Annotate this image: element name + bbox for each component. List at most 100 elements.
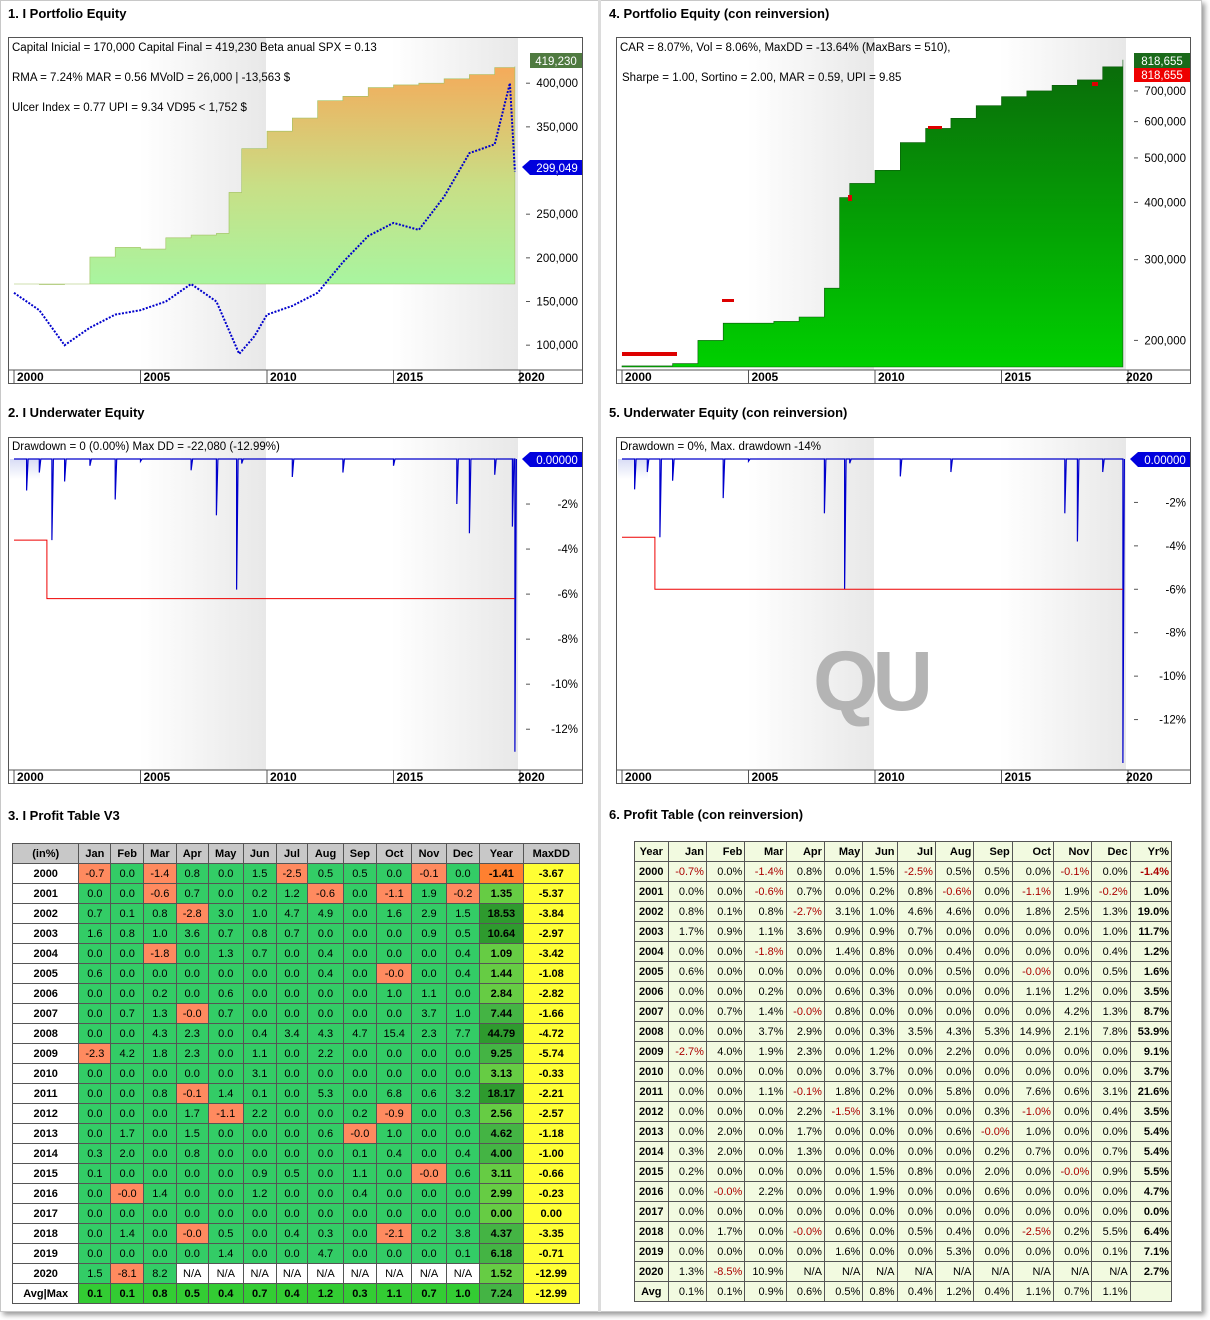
table-cell: 19.0% [1129,901,1173,922]
table-cell: 0.0 [175,1063,209,1084]
table-cell: 0.5% [896,1221,936,1242]
row-label: 2017 [11,1203,80,1224]
table-cell: 0.5 [445,923,481,944]
table-cell: 0.0 [342,1063,378,1084]
table-cell: 0.0 [342,1043,378,1064]
stats-line-1: Capital Inicial = 170,000 Capital Final … [12,42,377,54]
table-cell: 0.0 [275,1143,309,1164]
column-header: May [207,843,244,864]
table-cell: 2.3 [175,1043,209,1064]
table-cell: 0.0% [1052,1121,1093,1142]
table-cell: 0.0% [1129,1201,1173,1222]
column-header: Jan [78,843,112,864]
table-cell: 0.3 [78,1143,112,1164]
table-cell: 0.0% [896,1061,936,1082]
drawdown-red-marks [622,82,1098,356]
row-label: 2019 [634,1241,669,1262]
table-cell: 0.0 [110,1243,145,1264]
table-cell: 0.4 [376,1143,413,1164]
table-cell: 7.6% [1011,1081,1054,1102]
table-row: 2013 0.0 1.7 0.0 1.5 0.0 0.0 0.0 0.6 -0.0 1.0 0.0 0.… [11,1123,581,1144]
row-label: 2012 [634,1101,669,1122]
chart-2-shade [10,459,40,479]
table-cell: 0.0 [342,1223,378,1244]
table-cell: 0.0% [823,861,864,882]
table-cell: 53.9% [1129,1021,1173,1042]
table-cell: -1.00 [522,1143,581,1164]
table-row: 2016 0.0 -0.0 1.4 0.0 0.0 1.2 0.0 0.0 0.4 0.0 0.0 0.… [11,1183,581,1204]
table-cell: 0.0 [78,983,112,1004]
table-cell: 0.0 [175,983,209,1004]
table-cell: 0.0% [973,1001,1013,1022]
table-cell: 0.0 [307,1003,344,1024]
chart-4-y-ticks: 700,000 600,000 500,000 400,000 300,000 200,0… [1134,86,1186,347]
y-tick-label: 700,000 [1144,86,1186,98]
table-cell: 0.0 [307,1063,344,1084]
table-cell: 0.0% [896,941,936,962]
table-row: 2017 0.0 0.0 0.0 0.0 0.0 0.0 0.0 0.0 0.0 0.0 0.0 0.0… [11,1203,581,1224]
table-row: 2011 0.0% 0.0% 1.1% -0.1% 1.8% 0.2% 0.0% 5.8% 0.0… [634,1081,1173,1102]
table-cell: 1.09 [479,943,524,964]
table-cell: 0.0 [275,983,309,1004]
table-cell: -0.1% [785,1081,825,1102]
table-cell: 0.0 [307,1103,344,1124]
table-cell: 0.0 [275,1243,309,1264]
table-cell: 0.7% [1011,1141,1054,1162]
table-cell: 0.6 [207,983,244,1004]
table-cell: 0.0 [143,1063,177,1084]
table-cell: 0.0% [1011,1161,1054,1182]
table-cell: 0.3 [342,1283,378,1304]
table-cell: -2.97 [522,923,581,944]
table-cell: 0.0% [823,1161,864,1182]
table-cell: 0.3 [307,1223,344,1244]
table-cell: 0.6 [78,963,112,984]
table-cell: 5.4% [1129,1141,1173,1162]
table-cell: 10.9% [744,1261,787,1282]
table-cell: 2.3 [175,1023,209,1044]
column-header: Jun [242,843,277,864]
table-cell: 0.0% [934,981,975,1002]
table-cell: -2.57 [522,1103,581,1124]
table-header-row: Year Jan Feb Mar Apr May Jun Jul Aug Sep Oct Nov Dec… [634,841,1173,862]
equity-reinv-area [621,59,1124,368]
table-cell: 2.9% [785,1021,825,1042]
table-cell: 0.0% [705,1101,746,1122]
table-cell: 1.6% [1129,961,1173,982]
table-cell: 1.9% [744,1041,787,1062]
table-cell: 7.24 [479,1283,524,1304]
table-cell: 0.0% [705,1061,746,1082]
table-cell: 0.8 [175,1143,209,1164]
column-header: Jan [667,841,707,862]
table-cell: -1.8 [143,943,177,964]
x-tick-label: 2010 [270,770,297,784]
table-cell: 0.0% [934,1001,975,1022]
table-cell: 0.0 [307,1203,344,1224]
table-cell: -1.1 [207,1103,244,1124]
table-cell: 1.6% [823,1241,864,1262]
table-cell: 0.7 [78,903,112,924]
table-cell: -0.33 [522,1063,581,1084]
table-cell: 0.0 [376,1043,413,1064]
table-cell: 4.2 [110,1043,145,1064]
table-cell: 0.0% [973,901,1013,922]
table-cell: 0.0% [973,961,1013,982]
row-label: 2016 [11,1183,80,1204]
benchmark-value-badge: 299,049 [522,160,582,175]
table-cell: 0.1 [78,1283,112,1304]
table-cell [1129,1281,1173,1302]
x-tick-label: 2015 [1005,770,1032,784]
table-cell: 0.0% [667,1101,707,1122]
column-separator [598,0,601,1312]
benchmark-line [13,82,516,356]
table-cell: 44.79 [479,1023,524,1044]
table-cell: 0.0% [667,1181,707,1202]
column-header: Apr [785,841,825,862]
table-cell: 0.2% [862,1081,898,1102]
table-cell: 0.8% [896,1161,936,1182]
table-row: 2004 0.0% 0.0% -1.8% 0.0% 1.4% 0.8% 0.0% 0.4% 0.0… [634,941,1173,962]
table-cell: -2.8 [175,903,209,924]
chart-5-year-bands [747,438,1126,770]
table-cell: 0.0 [275,943,309,964]
table-cell: 0.0% [1052,1061,1093,1082]
table-cell: 3.5% [896,1021,936,1042]
